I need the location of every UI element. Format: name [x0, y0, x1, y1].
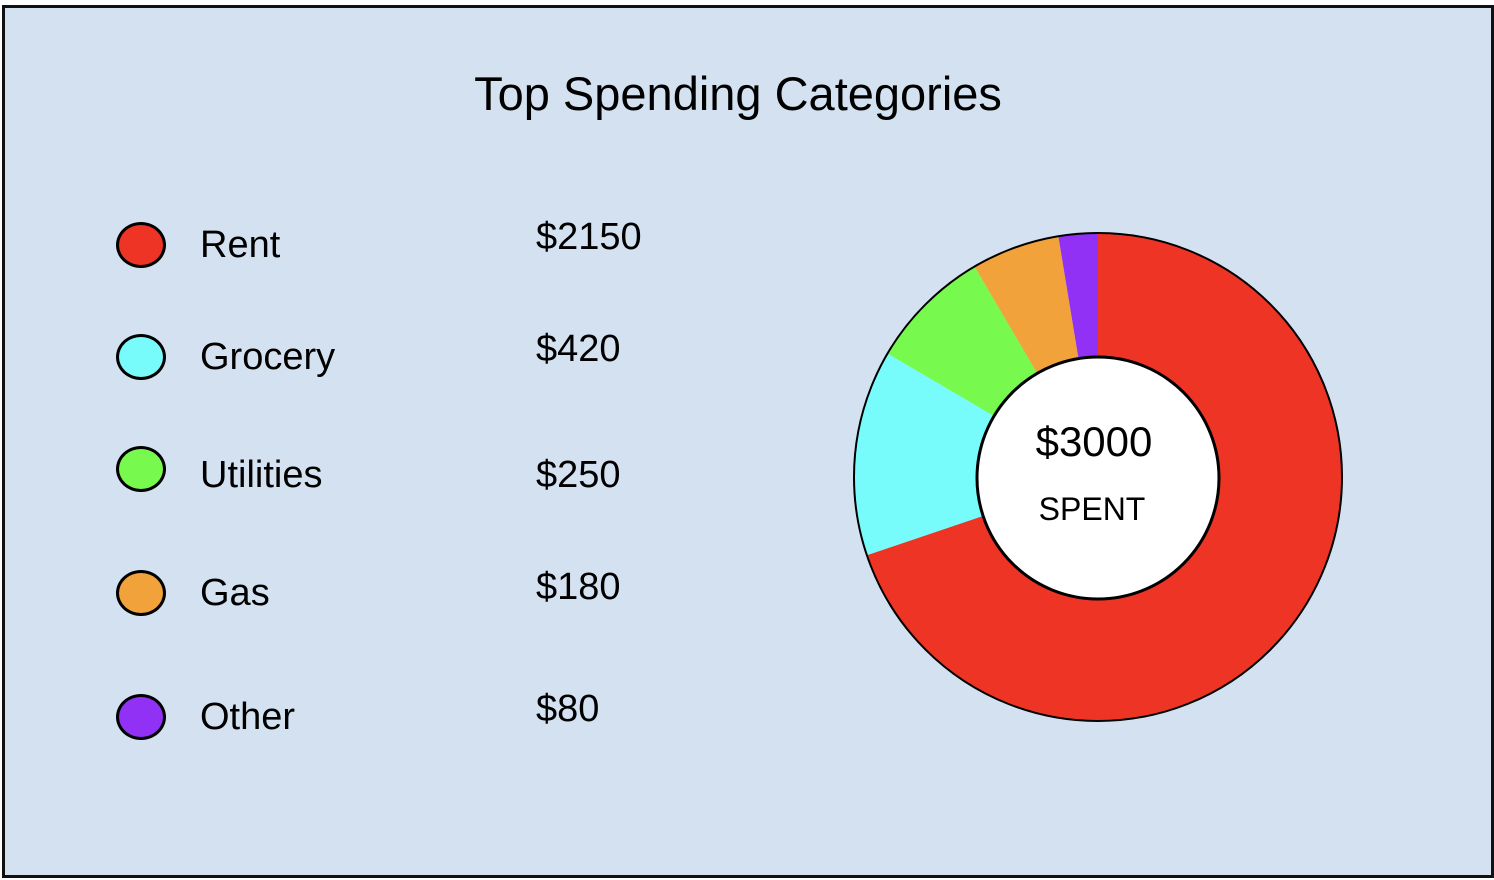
legend-item-other: Other $80	[116, 688, 716, 750]
legend-item-utilities: Utilities $250	[116, 446, 716, 502]
legend-label-grocery: Grocery	[200, 336, 336, 378]
donut-outline	[853, 232, 1343, 722]
chart-title: Top Spending Categories	[474, 67, 1002, 120]
donut-center-label: SPENT	[1039, 491, 1146, 527]
legend-label-rent: Rent	[200, 224, 281, 266]
legend-label-gas: Gas	[200, 572, 270, 614]
legend-value-rent: $2150	[536, 216, 642, 258]
donut-center-value: $3000	[1036, 418, 1153, 465]
legend-swatch-grocery	[116, 334, 166, 380]
legend-label-other: Other	[200, 696, 296, 738]
legend-item-grocery: Grocery $420	[116, 328, 716, 390]
donut-slice-grocery	[854, 353, 1098, 556]
legend-value-gas: $180	[536, 566, 621, 608]
legend-swatch-gas	[116, 570, 166, 616]
donut-center-hole	[975, 355, 1221, 601]
legend-value-utilities: $250	[536, 454, 621, 496]
legend-swatch-utilities	[116, 446, 166, 492]
legend-item-gas: Gas $180	[116, 566, 716, 626]
legend-value-grocery: $420	[536, 328, 621, 370]
legend-item-rent: Rent $2150	[116, 216, 716, 278]
legend-label-utilities: Utilities	[200, 454, 323, 496]
legend-swatch-other	[116, 694, 166, 740]
legend-swatch-rent	[116, 222, 166, 268]
legend-value-other: $80	[536, 688, 600, 730]
